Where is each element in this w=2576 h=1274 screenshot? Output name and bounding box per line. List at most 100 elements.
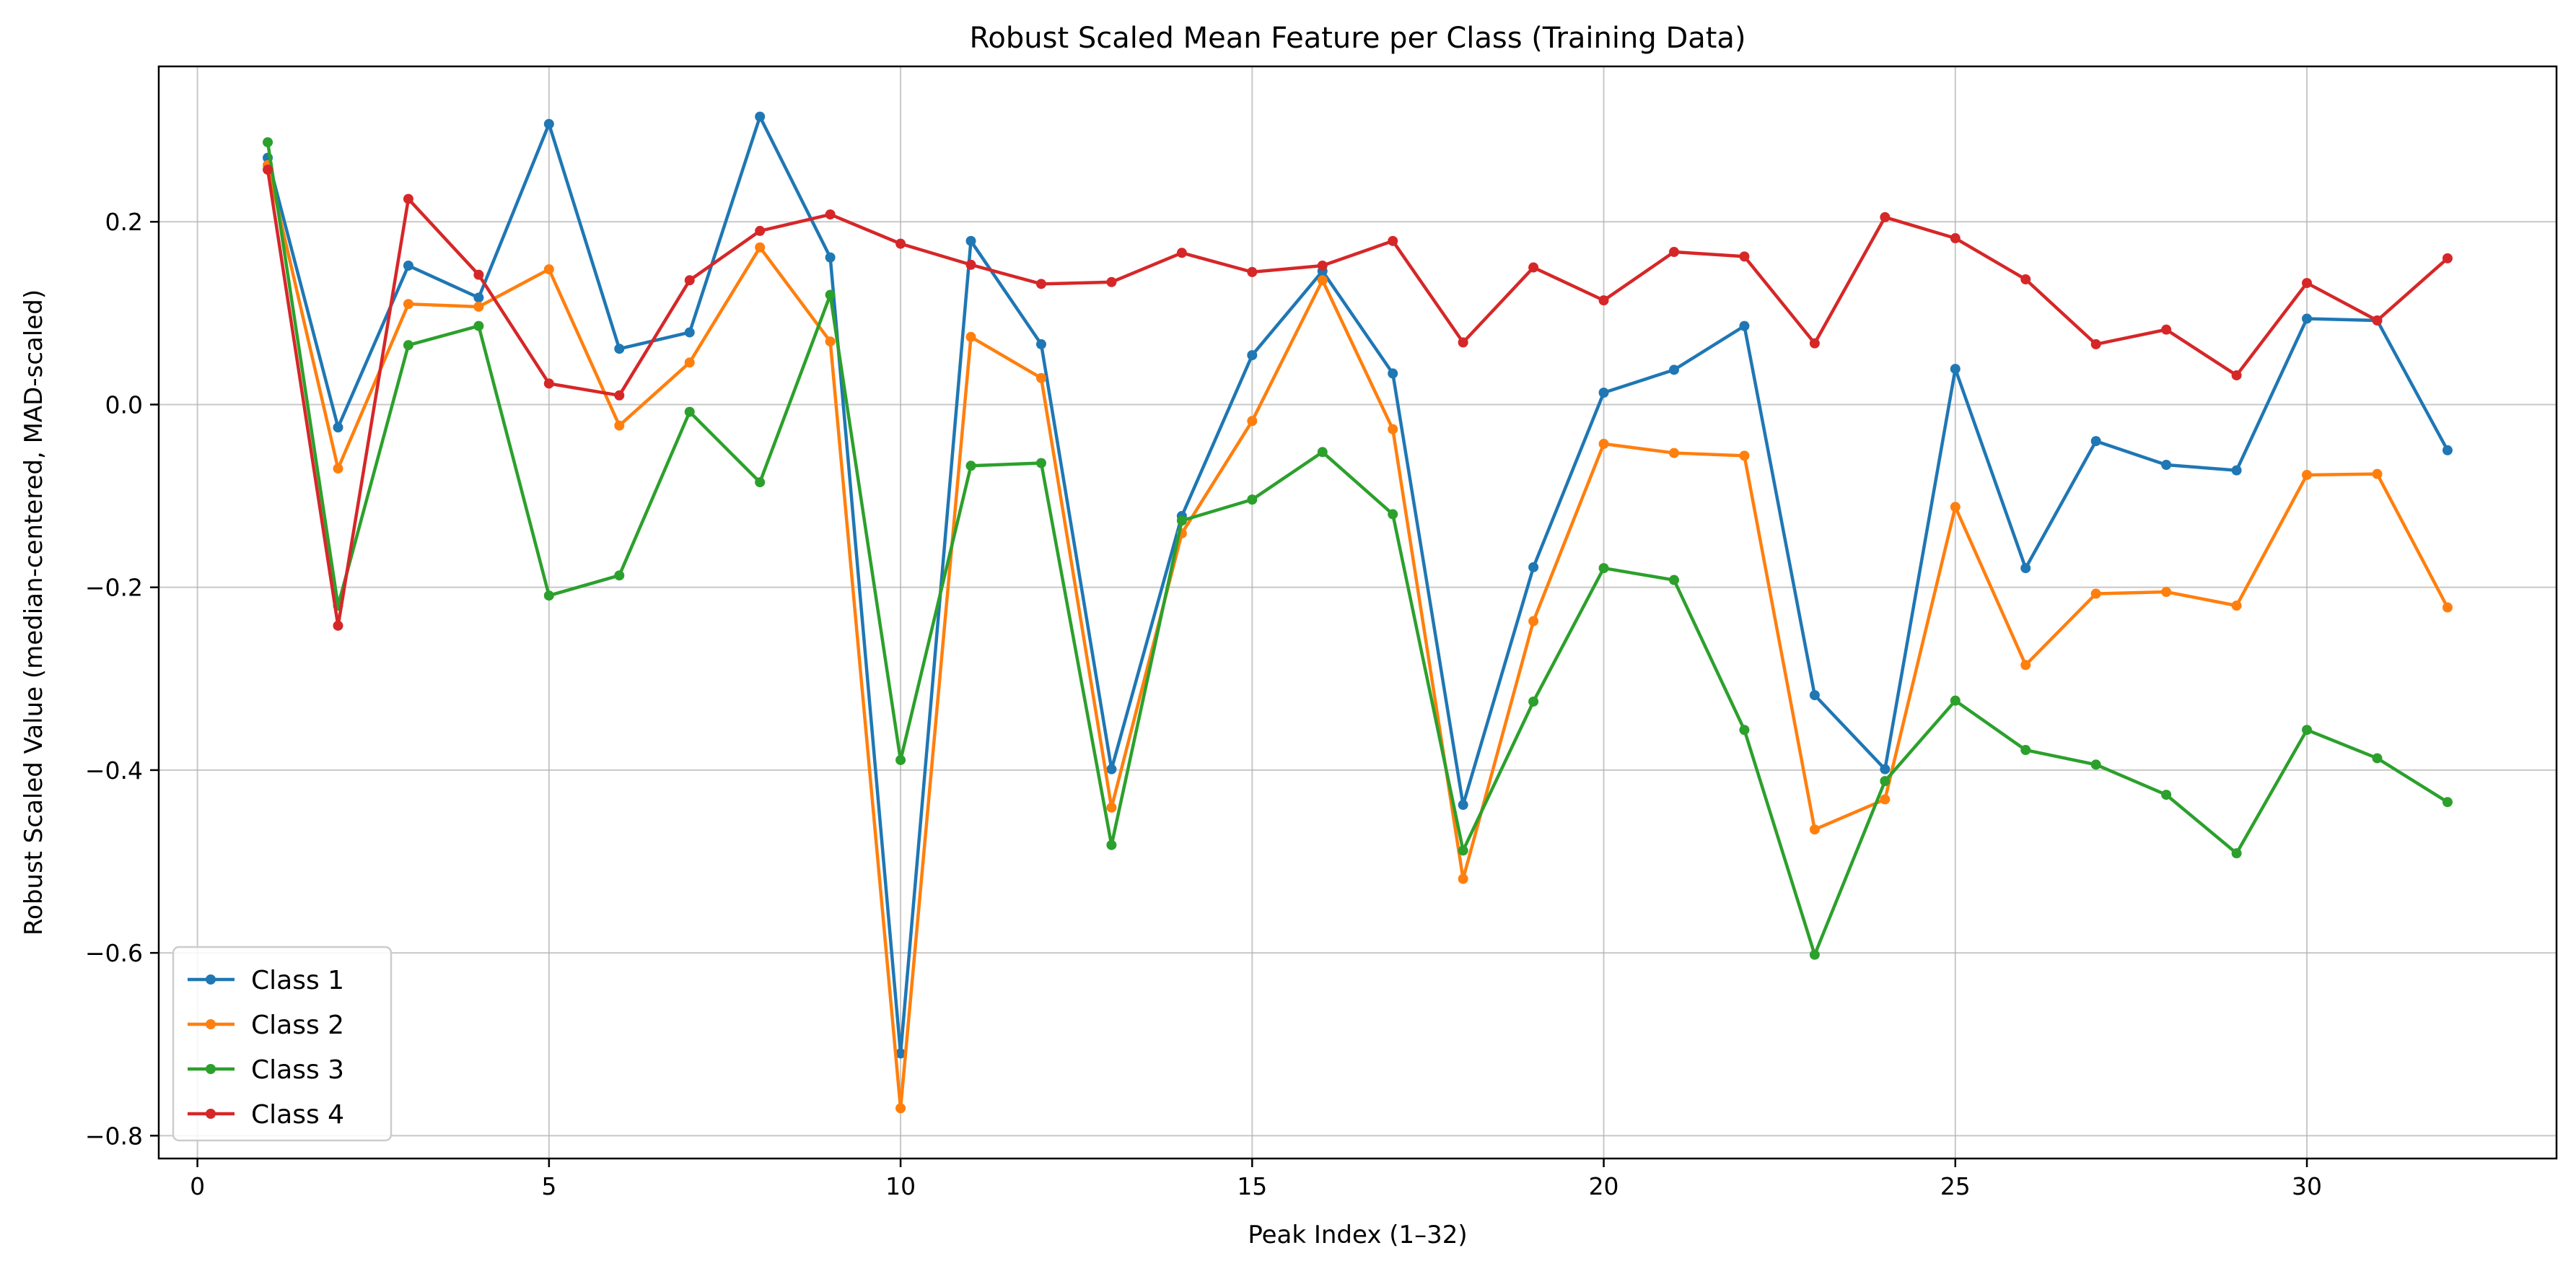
data-point bbox=[825, 336, 836, 347]
data-point bbox=[2090, 588, 2101, 599]
ticks: 0 5 10 15 20 25 30 −0.8 −0.6 −0.4 −0.2 0.0 0.2 bbox=[85, 208, 2322, 1200]
data-point bbox=[1388, 368, 1398, 379]
series-3 bbox=[263, 137, 2453, 960]
data-point bbox=[2442, 253, 2453, 263]
data-point bbox=[1809, 949, 1820, 960]
data-point bbox=[965, 331, 976, 342]
data-point bbox=[1035, 279, 1046, 289]
data-point bbox=[1528, 616, 1539, 627]
y-tick-label: −0.6 bbox=[85, 939, 143, 967]
data-point bbox=[755, 477, 766, 488]
data-point bbox=[1106, 764, 1117, 775]
data-point bbox=[543, 590, 554, 601]
legend-swatch-marker bbox=[206, 1064, 216, 1074]
data-point bbox=[1598, 563, 1609, 574]
data-point bbox=[543, 264, 554, 275]
legend-box bbox=[172, 946, 393, 1142]
data-point bbox=[403, 299, 413, 310]
data-point bbox=[2302, 278, 2313, 289]
data-point bbox=[1598, 438, 1609, 449]
x-tick-label: 0 bbox=[190, 1172, 205, 1200]
data-point bbox=[684, 327, 695, 338]
data-point bbox=[2302, 725, 2313, 736]
legend-item-4: Class 4 bbox=[188, 1100, 344, 1130]
data-point bbox=[895, 238, 906, 249]
data-point bbox=[333, 620, 343, 631]
data-point bbox=[1458, 800, 1468, 811]
data-point bbox=[614, 570, 625, 581]
data-point bbox=[2231, 848, 2242, 859]
legend-label: Class 4 bbox=[251, 1100, 344, 1130]
legend-item-1: Class 1 bbox=[188, 966, 344, 995]
data-point bbox=[1950, 233, 1961, 244]
x-axis-label: Peak Index (1–32) bbox=[1248, 1221, 1467, 1249]
y-tick-label: −0.4 bbox=[85, 756, 143, 785]
data-point bbox=[333, 422, 343, 433]
data-point bbox=[2161, 790, 2172, 800]
data-point bbox=[1598, 295, 1609, 306]
data-point bbox=[1247, 266, 1258, 277]
data-point bbox=[965, 259, 976, 270]
data-point bbox=[473, 292, 484, 303]
legend-swatch-marker bbox=[206, 974, 216, 985]
legend-label: Class 2 bbox=[251, 1011, 344, 1040]
data-point bbox=[2020, 563, 2031, 574]
x-tick-label: 20 bbox=[1589, 1172, 1619, 1200]
series-line bbox=[266, 163, 2450, 1110]
data-point bbox=[1739, 251, 1750, 262]
series-2 bbox=[263, 160, 2453, 1114]
data-point bbox=[2161, 460, 2172, 471]
data-point bbox=[1458, 873, 1468, 884]
data-point bbox=[1035, 339, 1046, 349]
data-point bbox=[1880, 764, 1891, 775]
data-point bbox=[1669, 247, 1680, 258]
data-point bbox=[1880, 211, 1891, 222]
data-point bbox=[1950, 502, 1961, 512]
data-point bbox=[263, 165, 273, 175]
series-line bbox=[266, 115, 2450, 1055]
data-point bbox=[1880, 776, 1891, 787]
data-point bbox=[1809, 338, 1820, 349]
data-point bbox=[1247, 416, 1258, 427]
legend-swatch-marker bbox=[206, 1019, 216, 1029]
series-4 bbox=[263, 165, 2453, 631]
data-point bbox=[1528, 562, 1539, 572]
data-point bbox=[1528, 696, 1539, 707]
y-tick-label: 0.2 bbox=[105, 208, 143, 236]
data-point bbox=[1247, 494, 1258, 505]
data-point bbox=[1739, 725, 1750, 736]
data-point bbox=[2090, 339, 2101, 349]
y-tick-label: 0.0 bbox=[105, 391, 143, 419]
data-point bbox=[2231, 465, 2242, 476]
data-point bbox=[1106, 276, 1117, 287]
data-point bbox=[1106, 839, 1117, 850]
data-point bbox=[1598, 388, 1609, 398]
data-point bbox=[2090, 759, 2101, 770]
data-point bbox=[2372, 468, 2383, 479]
data-point bbox=[1388, 509, 1398, 520]
data-point bbox=[2161, 324, 2172, 335]
legend-label: Class 1 bbox=[251, 966, 344, 995]
data-point bbox=[1035, 458, 1046, 468]
y-tick-label: −0.2 bbox=[85, 574, 143, 602]
data-point bbox=[2020, 660, 2031, 671]
series-layer bbox=[263, 111, 2453, 1114]
data-point bbox=[614, 390, 625, 401]
data-point bbox=[2442, 602, 2453, 613]
legend-swatch-marker bbox=[206, 1109, 216, 1119]
data-point bbox=[2302, 469, 2313, 480]
data-point bbox=[965, 235, 976, 246]
data-point bbox=[403, 261, 413, 271]
data-point bbox=[1176, 515, 1187, 526]
data-point bbox=[895, 754, 906, 765]
data-point bbox=[1739, 450, 1750, 461]
data-point bbox=[1317, 447, 1328, 458]
x-tick-label: 15 bbox=[1237, 1172, 1267, 1200]
data-point bbox=[543, 118, 554, 129]
y-axis-label: Robust Scaled Value (median-centered, MA… bbox=[19, 289, 48, 935]
data-point bbox=[684, 357, 695, 368]
legend-label: Class 3 bbox=[251, 1055, 344, 1085]
data-point bbox=[2231, 601, 2242, 611]
data-point bbox=[2302, 313, 2313, 324]
